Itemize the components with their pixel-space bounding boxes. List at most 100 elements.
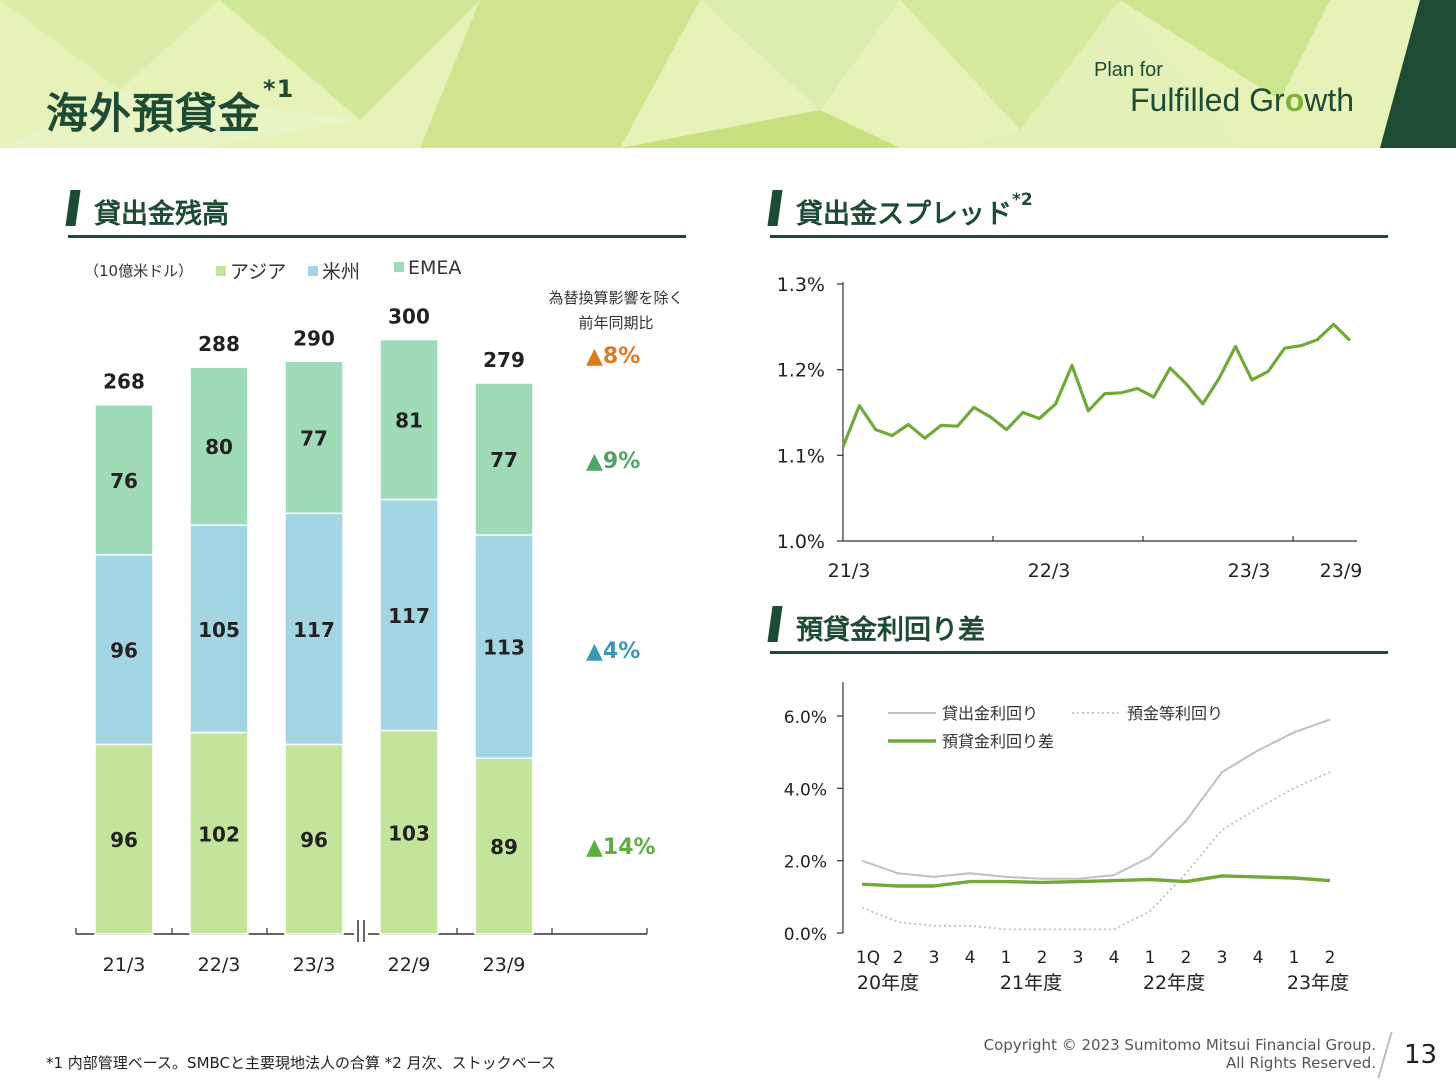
x-tick-label: 1: [1289, 948, 1300, 968]
y-tick-label: 1.3%: [777, 274, 825, 296]
bar-value-label: 117: [293, 618, 335, 642]
x-group-label: 22年度: [1143, 972, 1205, 994]
bar-segment: [189, 524, 249, 734]
x-tick-label: 3: [929, 948, 940, 968]
x-tick-label: 21/3: [828, 560, 871, 582]
x-tick-label: 3: [1217, 948, 1228, 968]
bar-value-label: 96: [110, 828, 138, 852]
section-title: 貸出金スプレッド*2: [796, 190, 1033, 230]
x-tick-label: 23/3: [293, 954, 336, 976]
bar-segment: [284, 512, 344, 746]
bar-value-label: 96: [300, 828, 328, 852]
x-tick-label: 1: [1001, 948, 1012, 968]
yoy-americas: ▲4%: [586, 639, 641, 664]
footnote: *1 内部管理ベース。SMBCと主要現地法人の合算 *2 月次、ストックベース: [46, 1054, 556, 1072]
section-marker: [65, 190, 81, 226]
bar-segment: [379, 338, 439, 501]
bar-segment: [379, 498, 439, 732]
section-title: 預貸金利回り差: [796, 615, 985, 646]
x-tick-label: 22/9: [388, 954, 431, 976]
yield-series-line: [861, 771, 1331, 931]
yield-series-line: [861, 874, 1331, 888]
bar-segment: [94, 403, 154, 556]
x-tick-label: 3: [1073, 948, 1084, 968]
bar-value-label: 89: [490, 835, 518, 859]
legend-label-loan-yield: 貸出金利回り: [942, 704, 1038, 723]
page-number: 13: [1404, 1040, 1438, 1070]
legend-label-deposit-yield: 預金等利回り: [1127, 704, 1223, 723]
section-marker: [767, 190, 783, 226]
bar-total-label: 279: [483, 348, 525, 372]
bar-value-label: 96: [110, 639, 138, 663]
x-tick-label: 1Q: [856, 948, 880, 968]
legend-asia: アジア: [216, 257, 286, 284]
divider: [1377, 1032, 1393, 1078]
x-tick-label: 2: [1181, 948, 1192, 968]
x-tick-label: 2: [1037, 948, 1048, 968]
legend-americas: 米州: [308, 257, 360, 284]
bar-total-label: 300: [388, 305, 430, 329]
bar-segment: [94, 743, 154, 935]
yoy-header: 為替換算影響を除く 前年同期比: [548, 289, 684, 332]
bar-total-label: 290: [293, 326, 335, 350]
bar-segment: [284, 360, 344, 515]
x-group-label: 23年度: [1287, 972, 1349, 994]
bar-value-label: 117: [388, 604, 430, 628]
yoy-total: ▲8%: [586, 344, 641, 369]
bar-segment: [474, 382, 534, 536]
section-loan-balance: 貸出金残高: [65, 188, 686, 238]
bar-value-label: 77: [490, 448, 518, 472]
section-loan-spread: 貸出金スプレッド*2: [767, 188, 1388, 238]
x-tick-label: 22/3: [198, 954, 241, 976]
x-tick-label: 4: [1109, 948, 1120, 968]
y-tick-label: 2.0%: [784, 853, 827, 873]
yield-series-line: [861, 718, 1331, 880]
x-group-label: 21年度: [1000, 972, 1062, 994]
x-group-label: 20年度: [857, 972, 919, 994]
x-tick-label: 2: [893, 948, 904, 968]
legend-emea: EMEA: [394, 257, 461, 279]
bar-value-label: 103: [388, 821, 430, 845]
bar-value-label: 80: [205, 435, 233, 459]
section-title: 貸出金残高: [94, 199, 229, 230]
copyright: Copyright © 2023 Sumitomo Mitsui Financi…: [983, 1036, 1376, 1072]
section-marker: [767, 606, 783, 642]
bar-segment: [189, 731, 249, 935]
spread-line: [841, 322, 1352, 448]
y-tick-label: 1.0%: [777, 531, 825, 553]
x-tick-label: 2: [1325, 948, 1336, 968]
y-tick-label: 1.1%: [777, 445, 825, 467]
plan-for-fulfilled-growth-logo: Plan for Fulfilled Growth: [1094, 59, 1355, 118]
bar-value-label: 102: [198, 822, 240, 846]
page-title: 海外預貸金*1: [46, 75, 295, 138]
yoy-emea: ▲9%: [586, 449, 641, 474]
bar-segment: [94, 554, 154, 746]
x-tick-label: 4: [1253, 948, 1264, 968]
y-tick-label: 0.0%: [784, 925, 827, 945]
yoy-asia: ▲14%: [586, 835, 656, 860]
x-tick-label: 23/3: [1228, 560, 1271, 582]
bar-segment: [379, 729, 439, 935]
x-tick-label: 21/3: [103, 954, 146, 976]
y-tick-label: 1.2%: [777, 360, 825, 382]
x-tick-label: 1: [1145, 948, 1156, 968]
header-banner: 海外預貸金*1 Plan for Fulfilled Growth: [0, 0, 1456, 148]
bar-segment: [474, 757, 534, 935]
x-tick-label: 4: [965, 948, 976, 968]
bar-segment: [474, 534, 534, 759]
x-tick-label: 23/9: [1320, 560, 1363, 582]
bar-value-label: 81: [395, 409, 423, 433]
bar-total-label: 268: [103, 370, 145, 394]
y-tick-label: 4.0%: [784, 780, 827, 800]
bar-value-label: 113: [483, 636, 525, 660]
bar-value-label: 76: [110, 469, 138, 493]
bar-segment: [189, 366, 249, 526]
bar-total-label: 288: [198, 332, 240, 356]
y-tick-label: 6.0%: [784, 708, 827, 728]
axis-break-gap: [354, 920, 368, 940]
header-background: [0, 0, 1456, 148]
bar-value-label: 105: [198, 618, 240, 642]
unit-label: （10億米ドル）: [84, 262, 194, 280]
